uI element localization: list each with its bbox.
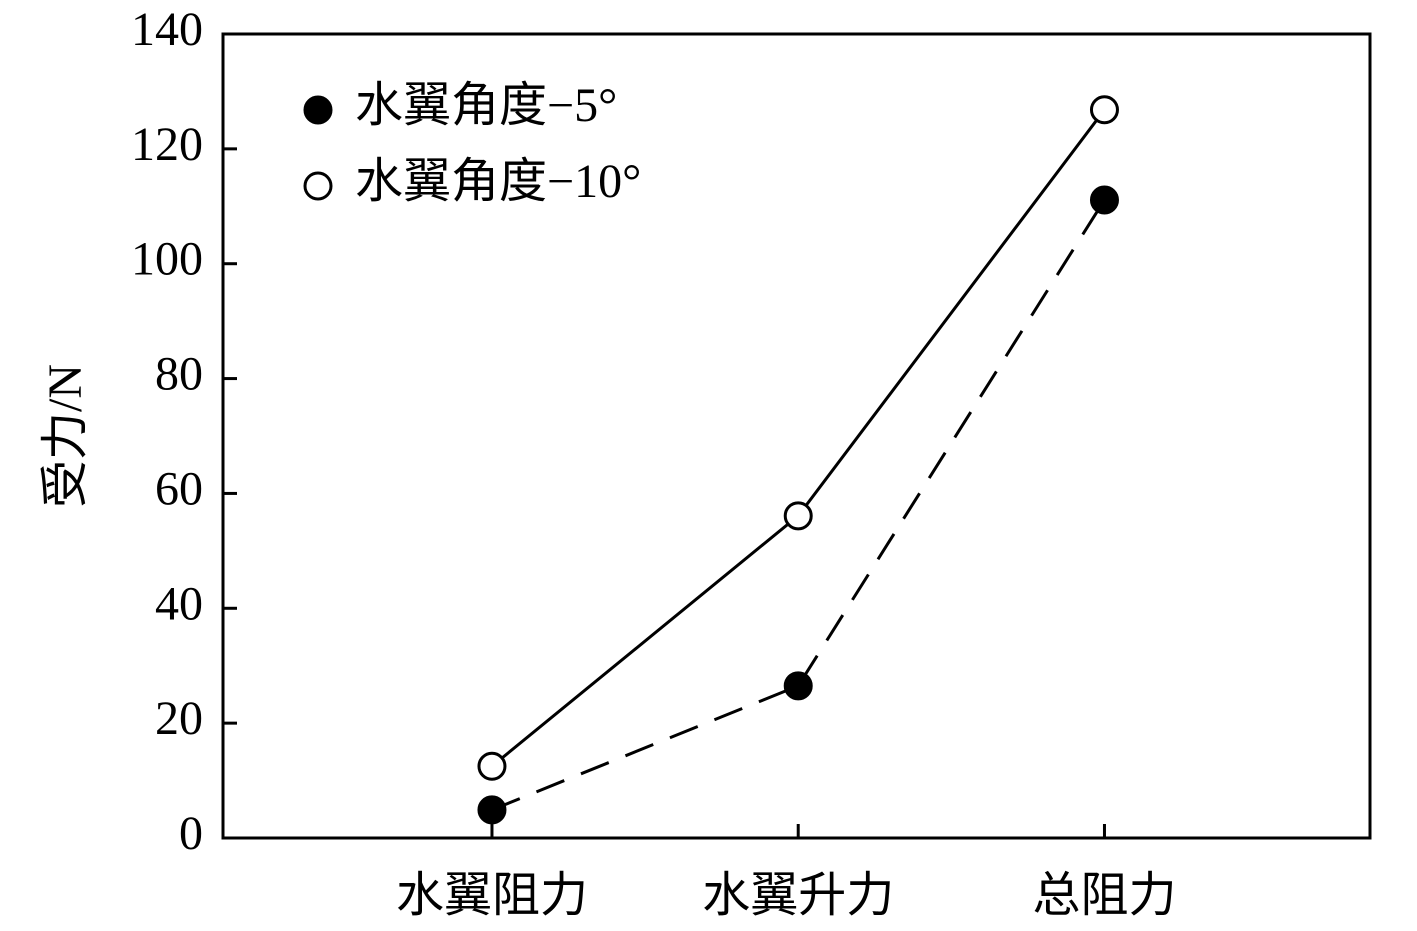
y-tick-label: 140 [131, 3, 203, 56]
series-line [491, 199, 1106, 812]
x-tick-label: 总阻力 [1032, 869, 1176, 922]
plot-frame [221, 32, 1372, 840]
legend-marker [303, 95, 333, 125]
y-tick-label: 20 [155, 692, 203, 745]
legend-marker [303, 171, 333, 201]
data-point [1089, 185, 1119, 215]
legend-label: 水翼角度−5° [355, 79, 617, 132]
data-point [477, 795, 507, 825]
data-point [1089, 95, 1119, 125]
y-tick-label: 80 [155, 348, 203, 401]
y-tick-label: 120 [131, 118, 203, 171]
y-tick-label: 0 [179, 807, 203, 860]
legend-label: 水翼角度−10° [355, 155, 641, 208]
data-point [783, 501, 813, 531]
data-point [783, 671, 813, 701]
x-tick-label: 水翼升力 [702, 869, 894, 922]
y-axis-label: 受力/N [39, 364, 92, 508]
y-tick-label: 100 [131, 233, 203, 286]
x-tick-label: 水翼阻力 [396, 869, 588, 922]
data-point [477, 751, 507, 781]
y-tick-label: 40 [155, 577, 203, 630]
y-tick-label: 60 [155, 462, 203, 515]
series-line [491, 108, 1106, 768]
